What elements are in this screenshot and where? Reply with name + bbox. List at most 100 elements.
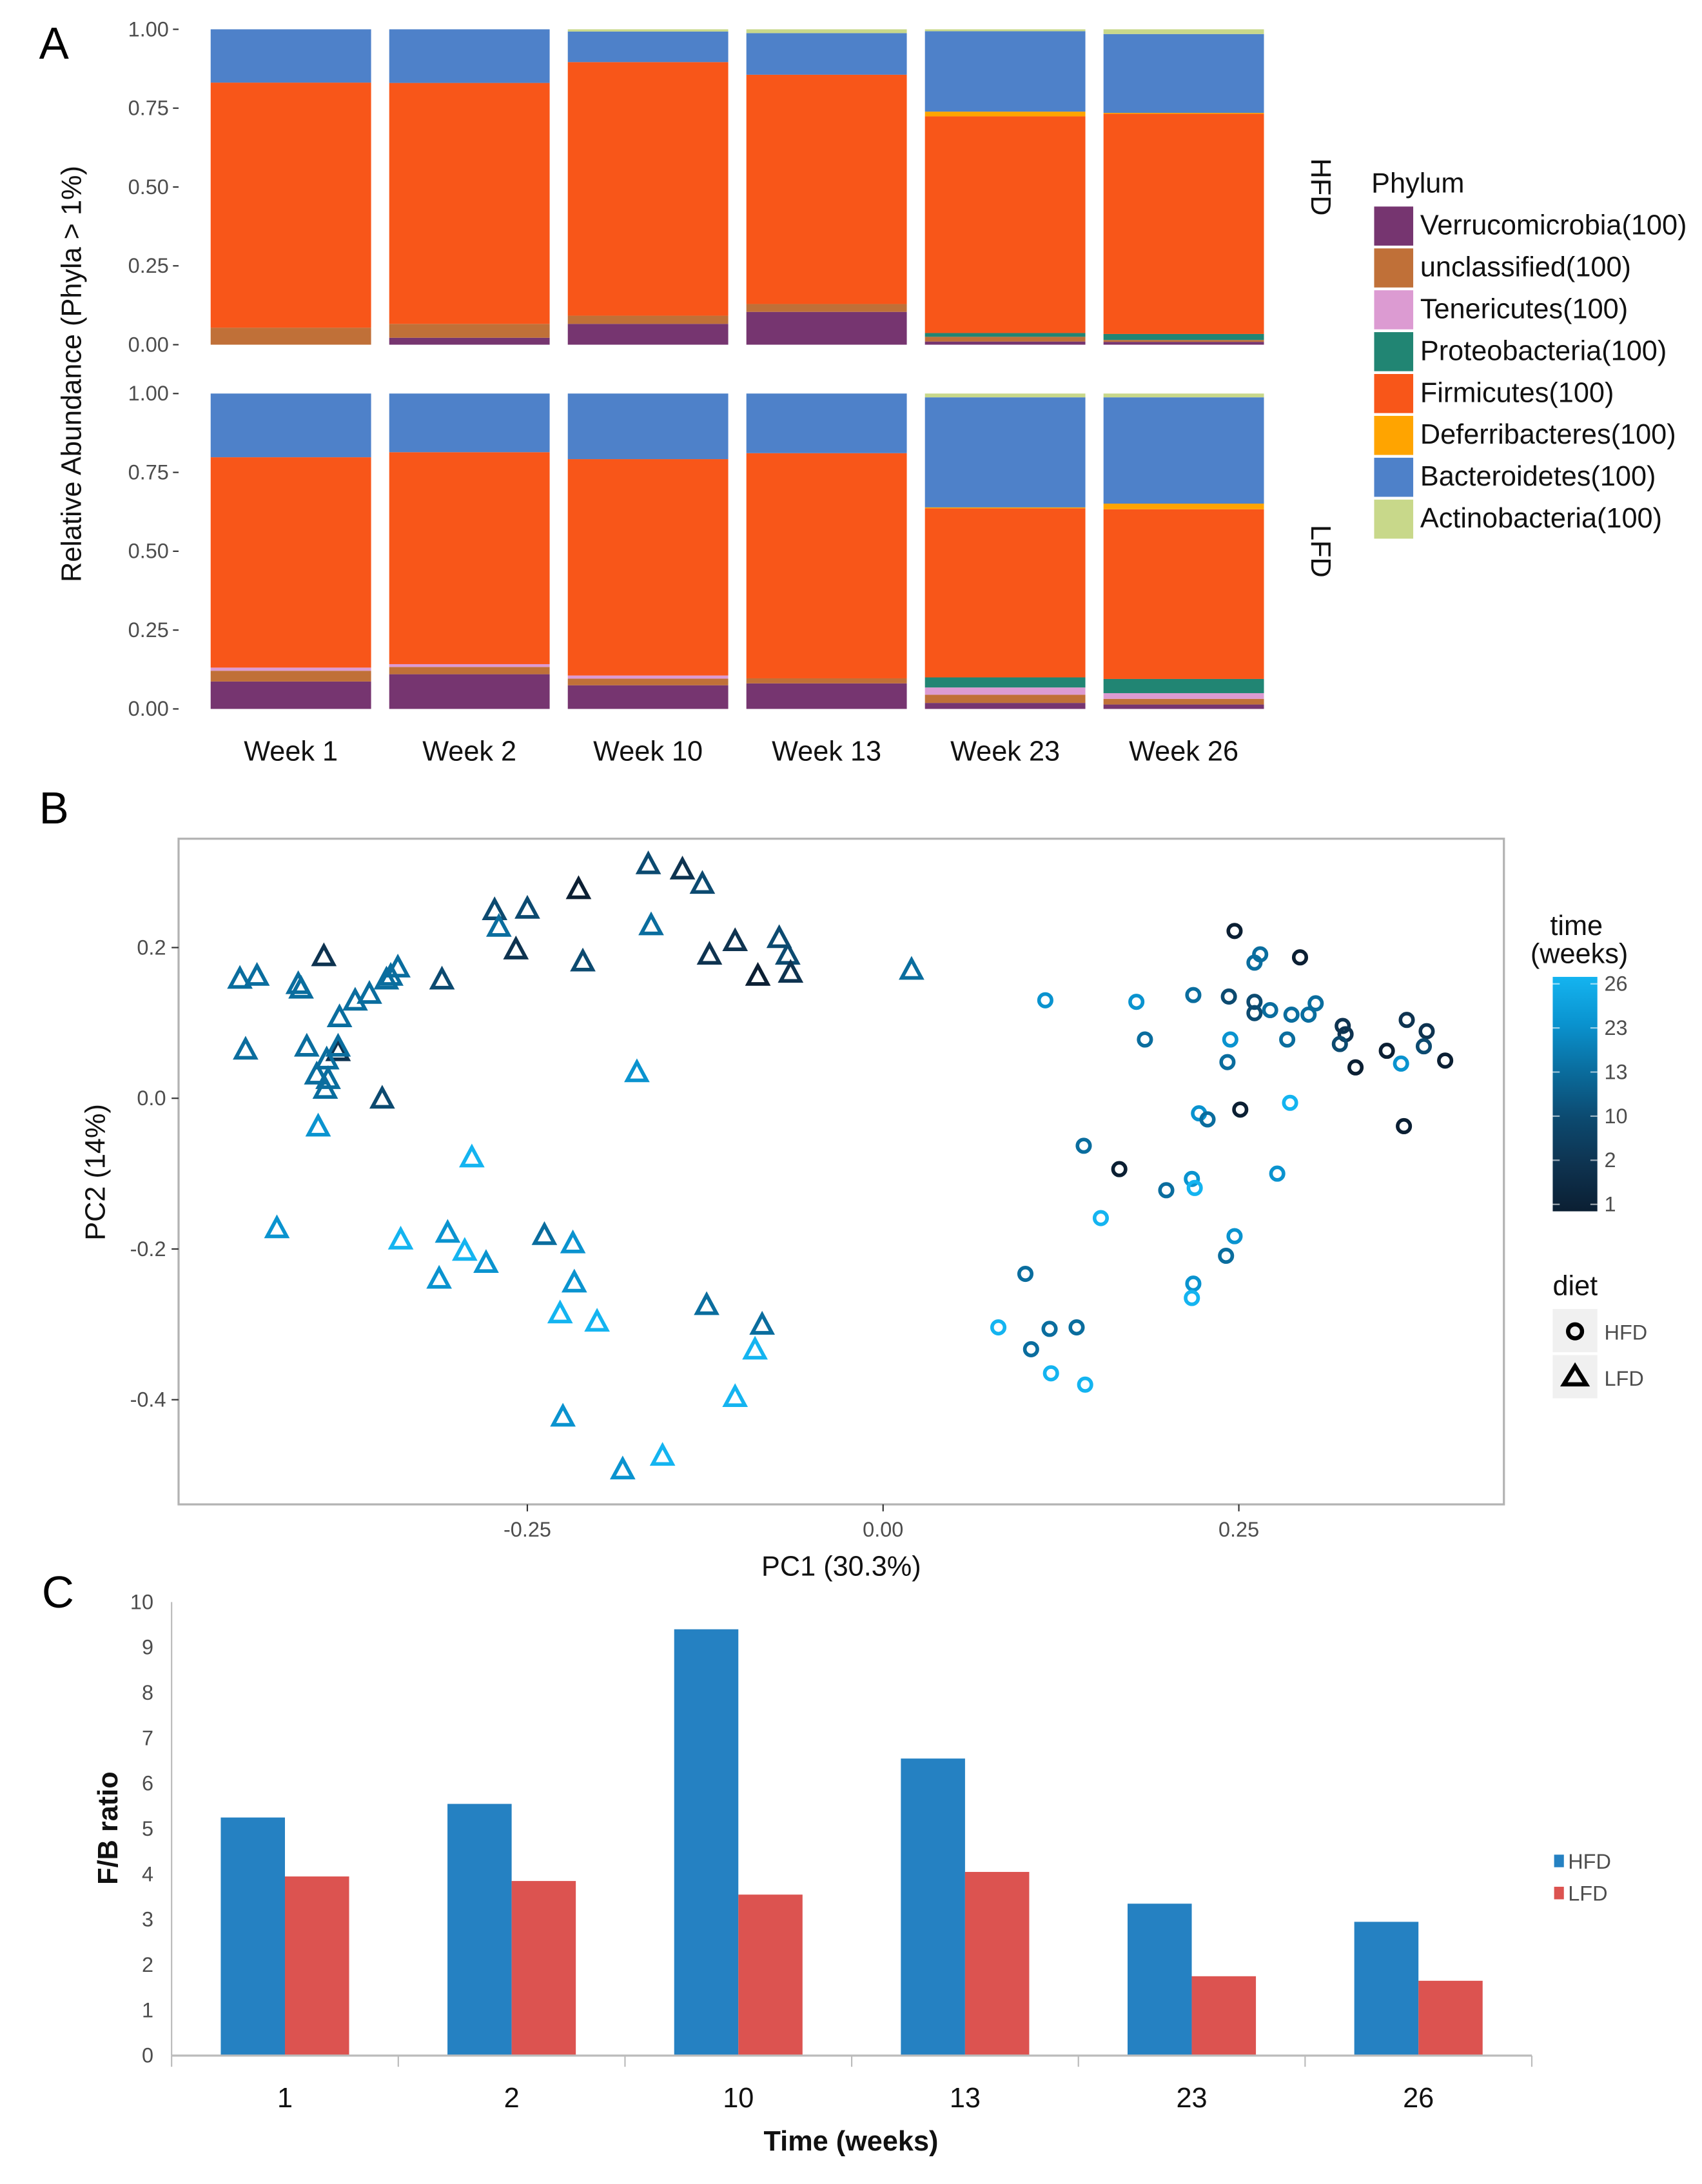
hfd-point	[1042, 1365, 1059, 1382]
bar-segment-lfd-verrucomicrobia	[924, 703, 1086, 709]
hfd-point	[1220, 988, 1237, 1005]
panel-b-ylabel: PC2 (14%)	[80, 1104, 111, 1241]
panel-b-scatter: -0.25 0.00 0.25 0.2 0.0 -0.2 -0.4	[130, 850, 1454, 1541]
bar-segment-hfd-actinobacteria	[1103, 29, 1264, 34]
y-tick-label: 9	[142, 1636, 153, 1659]
lfd-point	[485, 912, 512, 937]
hfd-point	[1185, 1275, 1202, 1292]
bar-segment-lfd-unclassified	[389, 667, 550, 674]
y-tick-label: 0.00	[128, 333, 169, 356]
legend-title-phylum: Phylum	[1371, 168, 1464, 199]
legend-swatch	[1374, 206, 1414, 246]
colorbar-title-line1: time	[1550, 910, 1603, 941]
hfd-point	[1335, 1018, 1351, 1034]
y-tick-label: 0.0	[137, 1087, 166, 1110]
x-tick-label: Week 26	[1129, 736, 1238, 767]
hfd-point	[1226, 1228, 1243, 1244]
hfd-point	[1186, 1179, 1203, 1196]
legend-label: unclassified(100)	[1420, 252, 1631, 283]
bar-segment-lfd-actinobacteria	[924, 393, 1086, 398]
bar-lfd	[284, 1876, 349, 2056]
legend-label: Proteobacteria(100)	[1420, 335, 1667, 366]
time-colorbar	[1552, 976, 1598, 1212]
lfd-point	[560, 1229, 586, 1254]
lfd-point	[745, 961, 771, 986]
y-tick-label: 0.50	[128, 540, 169, 563]
bar-segment-hfd-bacteroidetes	[389, 29, 550, 83]
hfd-point	[1199, 1111, 1216, 1128]
diet-legend-title: diet	[1552, 1270, 1598, 1301]
legend-swatch	[1374, 457, 1414, 497]
hfd-point	[1269, 1165, 1286, 1182]
hfd-point	[1184, 1170, 1200, 1187]
lfd-point	[742, 1335, 768, 1360]
x-tick-label: Week 1	[244, 736, 338, 767]
panel-a-ylabel: Relative Abundance (Phyla > 1%)	[57, 166, 88, 582]
hfd-point	[1378, 1043, 1395, 1059]
bar-segment-lfd-firmicutes	[1103, 509, 1264, 679]
y-tick-label: -0.2	[130, 1237, 166, 1261]
bar-segment-lfd-firmicutes	[389, 452, 550, 664]
lfd-point	[482, 896, 508, 921]
bar-segment-hfd-bacteroidetes	[210, 29, 371, 83]
bar-segment-hfd-proteobacteria	[1103, 333, 1264, 340]
bar-segment-hfd-verrucomicrobia	[389, 337, 550, 345]
bar-segment-lfd-verrucomicrobia	[567, 685, 729, 709]
legend-swatch-lfd	[1554, 1887, 1564, 1900]
hfd-point	[1075, 1137, 1092, 1154]
bar-hfd	[901, 1758, 965, 2056]
lfd-point	[305, 1112, 331, 1137]
legend-swatch	[1374, 290, 1414, 330]
y-tick-label: 0.2	[137, 936, 166, 959]
legend-swatch	[1374, 499, 1414, 539]
lfd-point	[514, 894, 540, 919]
colorbar-tick-label: 26	[1605, 972, 1628, 996]
colorbar-title-line2: (weeks)	[1531, 938, 1628, 969]
lfd-point	[570, 947, 596, 972]
hfd-point	[1396, 1117, 1413, 1135]
y-tick-label: 0.00	[128, 697, 169, 720]
lfd-point	[694, 1291, 719, 1315]
bar-segment-hfd-firmicutes	[1103, 113, 1264, 334]
bar-segment-hfd-actinobacteria	[567, 29, 729, 32]
bar-segment-hfd-actinobacteria	[746, 29, 907, 34]
bar-segment-lfd-firmicutes	[567, 459, 729, 676]
legend-label: Bacteroidetes(100)	[1420, 461, 1656, 492]
lfd-point	[435, 1219, 461, 1243]
bar-segment-hfd-unclassified	[746, 304, 907, 312]
panel-c-ylabel: F/B ratio	[93, 1771, 124, 1884]
hfd-point	[1022, 1341, 1039, 1357]
lfd-point	[429, 965, 455, 990]
legend-label: HFD	[1568, 1850, 1611, 1873]
bar-segment-lfd-tenericutes	[1103, 693, 1264, 699]
hfd-point	[1252, 946, 1269, 963]
bar-segment-lfd-actinobacteria	[1103, 393, 1264, 398]
y-tick-label: 0	[142, 2044, 153, 2067]
bar-segment-hfd-verrucomicrobia	[924, 341, 1086, 345]
hfd-point	[1222, 1031, 1238, 1048]
phylum-legend: Verrucomicrobia(100) unclassified(100) Ten…	[1374, 206, 1687, 539]
bar-segment-lfd-unclassified	[567, 678, 729, 685]
lfd-point	[638, 911, 664, 936]
legend-label: LFD	[1568, 1882, 1607, 1905]
bar-segment-lfd-bacteroidetes	[389, 393, 550, 453]
bar-segment-hfd-unclassified	[924, 337, 1086, 342]
lfd-point	[326, 1003, 353, 1027]
y-tick-label: -0.4	[130, 1388, 166, 1412]
hfd-point	[1283, 1006, 1300, 1023]
hfd-point	[1291, 949, 1309, 966]
bar-hfd	[1354, 1922, 1419, 2056]
y-tick-label: 10	[130, 1590, 153, 1613]
colorbar-tick-label: 23	[1605, 1016, 1628, 1039]
bar-segment-hfd-verrucomicrobia	[567, 324, 729, 345]
bar-segment-hfd-bacteroidetes	[1103, 34, 1264, 113]
y-tick-label: 1.00	[128, 382, 169, 405]
panel-b-frame	[177, 838, 1505, 1506]
lfd-point	[635, 850, 661, 874]
lfd-point	[288, 974, 314, 999]
bar-segment-lfd-verrucomicrobia	[389, 674, 550, 709]
legend-swatch	[1374, 415, 1414, 455]
lfd-point	[669, 856, 696, 880]
